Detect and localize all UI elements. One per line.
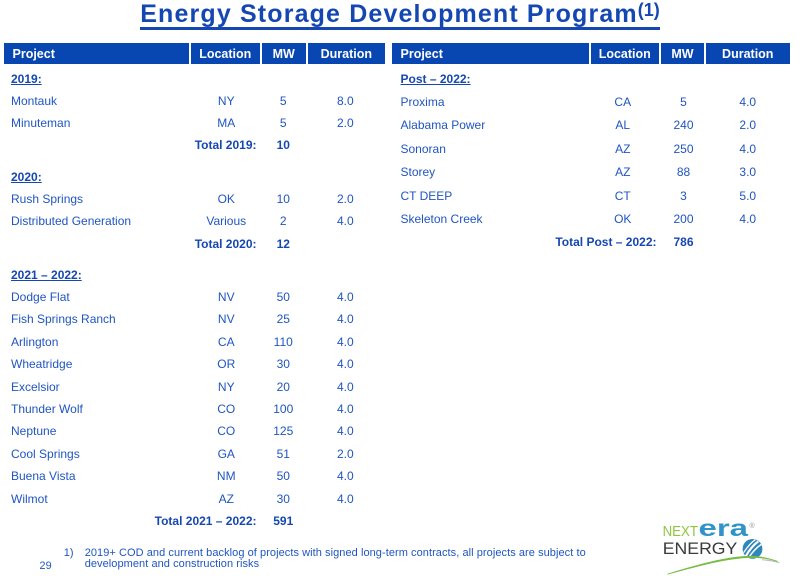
svg-text:NEXT: NEXT — [663, 523, 698, 540]
svg-text:era: era — [699, 515, 749, 541]
svg-text:®: ® — [750, 522, 756, 530]
svg-text:ENERGY: ENERGY — [663, 540, 738, 558]
